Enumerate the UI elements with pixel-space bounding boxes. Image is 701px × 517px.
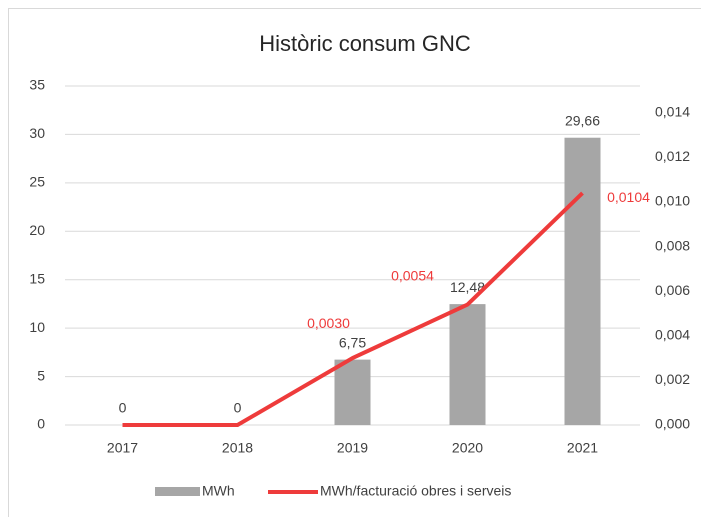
y2-tick-label: 0,008 bbox=[655, 237, 690, 253]
x-tick-label: 2020 bbox=[452, 440, 483, 456]
y-tick-label: 35 bbox=[29, 77, 45, 93]
bar-label: 12,48 bbox=[450, 279, 485, 295]
chart-title: Històric consum GNC bbox=[259, 31, 471, 56]
bar-label: 6,75 bbox=[339, 334, 366, 350]
line-label: 0,0030 bbox=[307, 315, 350, 331]
x-tick-label: 2017 bbox=[107, 440, 138, 456]
y-tick-label: 15 bbox=[29, 270, 45, 286]
y2-tick-label: 0,014 bbox=[655, 103, 690, 119]
legend-label: MWh/facturació obres i serveis bbox=[320, 483, 511, 499]
y-tick-label: 10 bbox=[29, 319, 45, 335]
y2-tick-label: 0,012 bbox=[655, 148, 690, 164]
y-tick-label: 0 bbox=[37, 416, 45, 432]
line-label: 0,0054 bbox=[391, 267, 434, 283]
x-tick-label: 2018 bbox=[222, 440, 253, 456]
x-tick-label: 2021 bbox=[567, 440, 598, 456]
legend-swatch bbox=[155, 487, 200, 496]
y-tick-label: 30 bbox=[29, 125, 45, 141]
bar bbox=[564, 137, 601, 425]
y-tick-label: 20 bbox=[29, 222, 45, 238]
bar bbox=[334, 359, 371, 425]
y-tick-label: 5 bbox=[37, 367, 45, 383]
line-label: 0,0104 bbox=[607, 189, 650, 205]
x-tick-label: 2019 bbox=[337, 440, 368, 456]
y2-tick-label: 0,006 bbox=[655, 282, 690, 298]
y2-tick-label: 0,004 bbox=[655, 326, 690, 342]
line bbox=[122, 191, 584, 427]
bar-label: 29,66 bbox=[565, 112, 600, 128]
bar-label: 0 bbox=[234, 400, 242, 416]
y-tick-label: 25 bbox=[29, 174, 45, 190]
bar bbox=[449, 304, 486, 425]
y2-tick-label: 0,000 bbox=[655, 416, 690, 432]
legend-label: MWh bbox=[202, 483, 235, 499]
y2-tick-label: 0,002 bbox=[655, 371, 690, 387]
bar-label: 0 bbox=[119, 400, 127, 416]
y2-tick-label: 0,010 bbox=[655, 193, 690, 209]
